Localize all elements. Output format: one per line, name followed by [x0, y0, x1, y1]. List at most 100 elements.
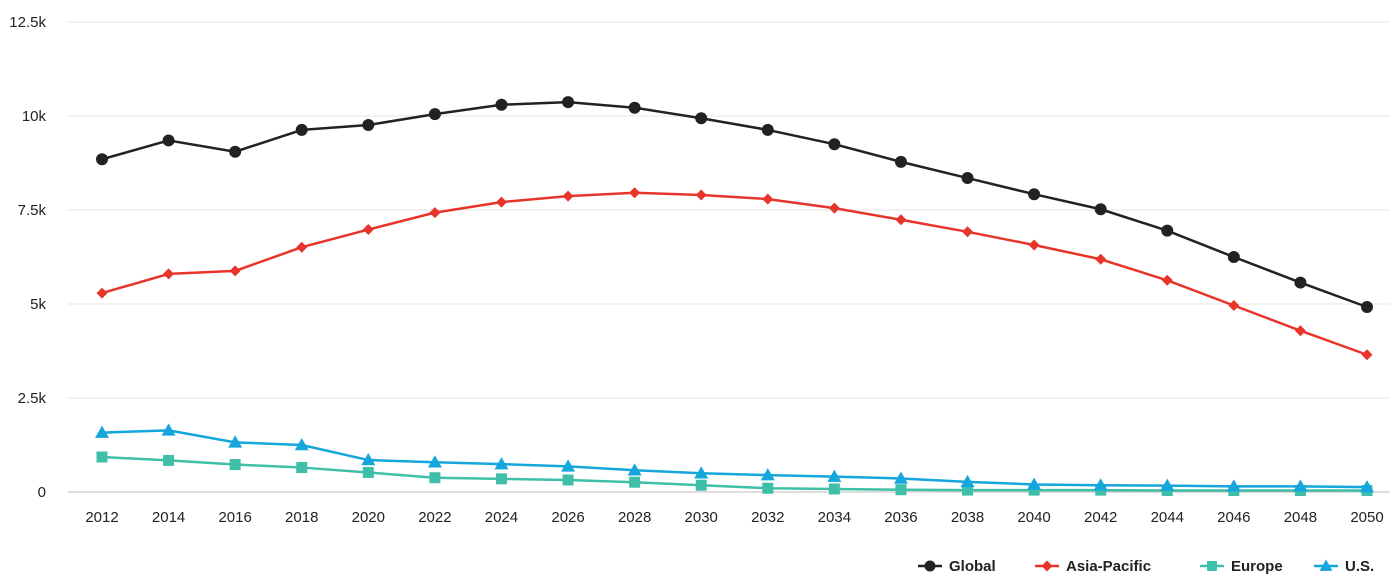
data-point: [828, 483, 840, 495]
data-point: [429, 472, 441, 484]
y-tick-label: 0: [38, 484, 46, 501]
data-point: [229, 459, 241, 471]
data-point: [1227, 251, 1240, 263]
data-point: [893, 471, 908, 484]
x-tick-label: 2016: [218, 509, 251, 526]
data-point: [695, 189, 707, 201]
data-point: [828, 138, 841, 151]
x-tick-label: 2036: [884, 509, 917, 526]
x-tick-label: 2012: [85, 509, 118, 526]
data-point: [494, 457, 509, 470]
data-point: [895, 214, 907, 226]
x-tick-label: 2026: [551, 509, 584, 526]
legend-label: Global: [949, 558, 996, 575]
data-point: [1095, 253, 1107, 265]
data-point: [495, 196, 507, 208]
series-asia-pacific: [96, 187, 1373, 361]
data-point: [495, 98, 508, 111]
data-point: [295, 123, 308, 136]
data-point: [1027, 477, 1042, 490]
x-tick-label: 2020: [352, 509, 385, 526]
data-point: [362, 224, 374, 236]
data-point: [162, 134, 175, 147]
data-point: [96, 153, 108, 166]
data-point: [1294, 325, 1306, 337]
data-point: [294, 438, 309, 451]
data-point: [562, 474, 574, 486]
x-tick-label: 2018: [285, 509, 318, 526]
data-point: [429, 207, 441, 219]
x-axis-labels: 2012 2014 2016 2018 2020 2022 2024 2026 2028 2030…: [85, 509, 1383, 526]
data-point: [561, 459, 576, 472]
y-tick-label: 7.5k: [18, 202, 47, 219]
data-point: [1161, 274, 1173, 286]
x-tick-label: 2048: [1284, 509, 1317, 526]
legend-marker: [924, 560, 936, 572]
data-point: [828, 202, 840, 214]
data-point: [163, 454, 175, 466]
x-tick-label: 2044: [1151, 509, 1184, 526]
data-point: [562, 96, 575, 109]
data-point: [161, 423, 176, 436]
data-point: [296, 241, 308, 253]
data-point: [428, 108, 441, 121]
series-line: [101, 191, 1368, 356]
legend-label: Asia-Pacific: [1066, 558, 1151, 575]
x-tick-label: 2024: [485, 509, 518, 526]
data-point: [362, 119, 375, 132]
data-point: [228, 435, 243, 448]
x-tick-label: 2014: [152, 509, 185, 526]
x-tick-label: 2022: [418, 509, 451, 526]
y-axis-labels: 0 2.5k 5k 7.5k 10k 12.5k: [9, 14, 46, 501]
legend-label: U.S.: [1345, 558, 1374, 575]
data-point: [695, 479, 707, 491]
data-point: [562, 190, 574, 202]
series-line: [101, 429, 1368, 489]
x-tick-label: 2034: [818, 509, 851, 526]
data-point: [1028, 239, 1040, 251]
data-point: [1293, 479, 1308, 492]
data-point: [762, 193, 774, 205]
data-point: [1028, 484, 1040, 496]
data-point: [1160, 478, 1175, 491]
legend: Global Asia-Pacific Europe U.S.: [918, 558, 1374, 575]
x-tick-label: 2040: [1017, 509, 1050, 526]
x-tick-label: 2050: [1350, 509, 1383, 526]
data-point: [629, 476, 641, 488]
data-point: [1093, 478, 1108, 491]
data-point: [361, 453, 376, 466]
data-point: [95, 425, 109, 438]
data-point: [762, 482, 774, 494]
series-line: [101, 455, 1367, 492]
y-tick-label: 5k: [30, 296, 46, 313]
x-tick-label: 2028: [618, 509, 651, 526]
data-point: [1361, 349, 1373, 361]
data-point: [694, 466, 709, 479]
y-tick-label: 12.5k: [9, 14, 46, 31]
gridlines: [68, 21, 1390, 493]
data-point: [760, 468, 775, 481]
data-point: [296, 462, 308, 474]
data-point: [1228, 300, 1240, 312]
x-tick-label: 2030: [685, 509, 718, 526]
data-point: [960, 474, 975, 488]
data-point: [1360, 480, 1374, 493]
data-point: [895, 484, 907, 496]
data-point: [229, 145, 242, 158]
series-line: [101, 100, 1368, 309]
data-point: [629, 187, 641, 199]
data-point: [96, 451, 108, 463]
data-point: [695, 112, 708, 125]
legend-marker: [1319, 559, 1333, 571]
x-tick-label: 2042: [1084, 509, 1117, 526]
x-tick-label: 2038: [951, 509, 984, 526]
data-point: [894, 155, 907, 168]
data-point: [1094, 203, 1107, 216]
data-point: [627, 463, 642, 476]
data-point: [827, 469, 842, 482]
data-point: [1028, 188, 1041, 201]
data-point: [1294, 276, 1307, 289]
legend-label: Europe: [1231, 558, 1283, 575]
data-point: [628, 101, 641, 114]
